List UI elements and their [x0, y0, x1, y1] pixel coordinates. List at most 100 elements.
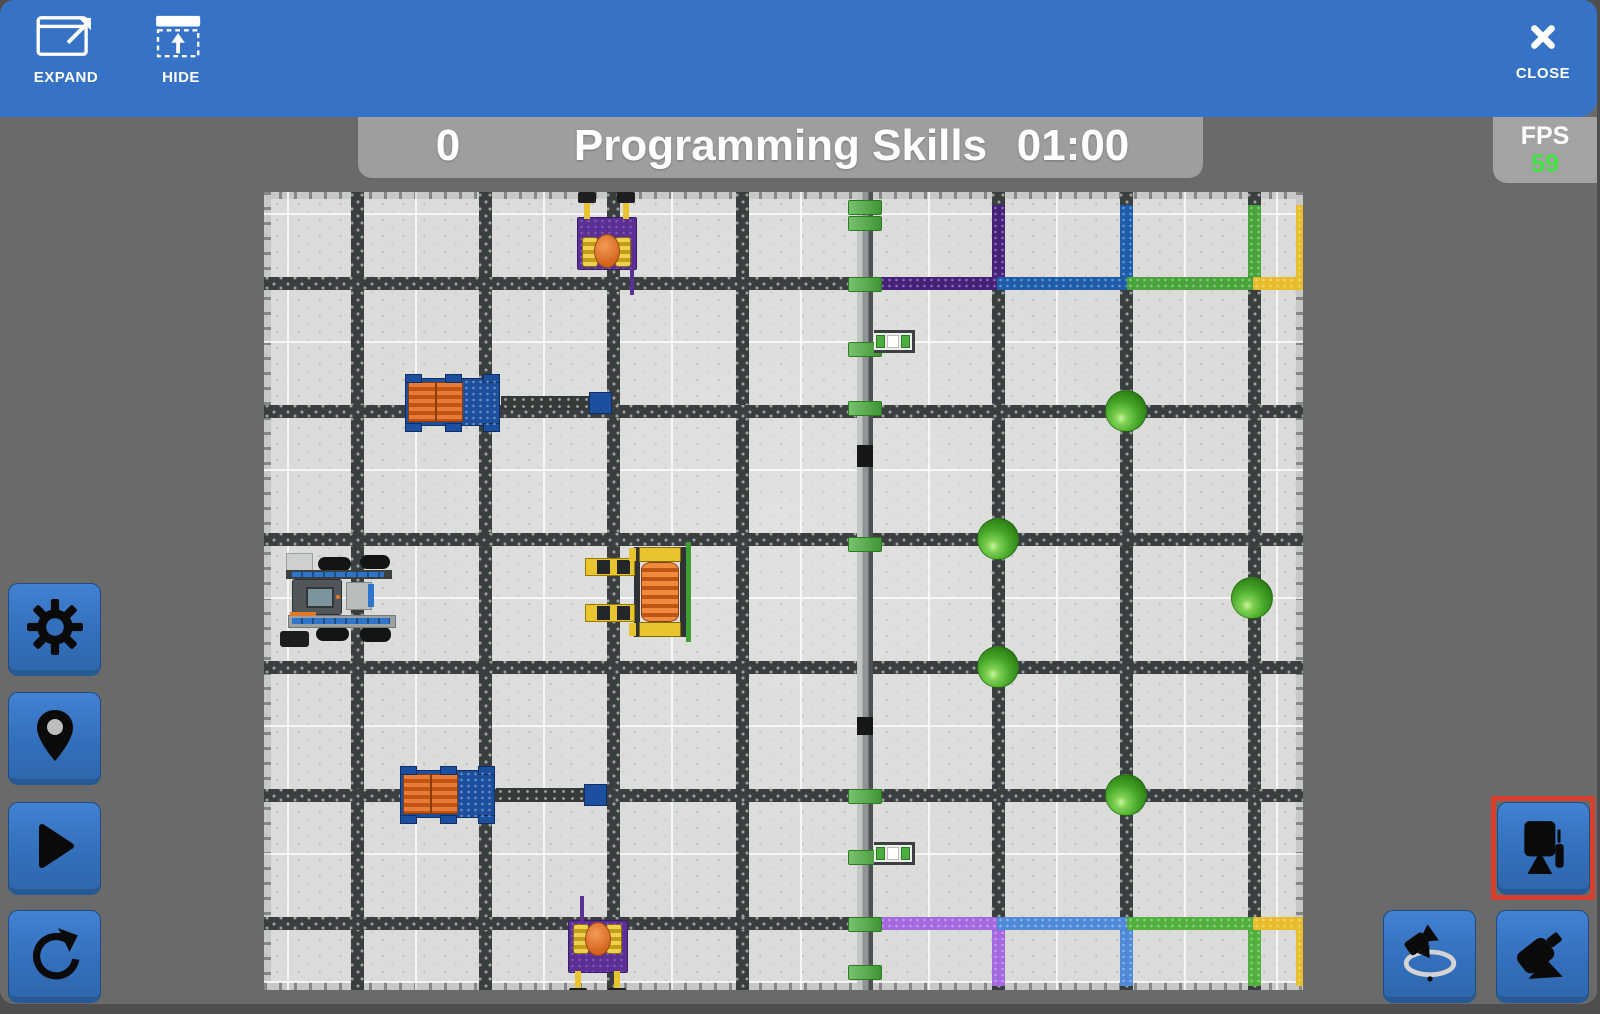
- supply-coil-part: [641, 562, 679, 622]
- expand-button[interactable]: EXPAND: [24, 14, 108, 86]
- supply-coil-part: [639, 622, 681, 637]
- fps-value: 59: [1531, 150, 1559, 178]
- supply-coil-part: [634, 547, 640, 637]
- tile-seam: [287, 192, 289, 990]
- top-camera-button[interactable]: [1497, 802, 1590, 895]
- fence-connector: [848, 216, 882, 231]
- hide-button[interactable]: HIDE: [148, 14, 214, 86]
- supply-coil-part: [617, 606, 630, 620]
- field-wall: [264, 192, 1303, 199]
- supply-coil-part: [617, 560, 630, 574]
- top-bar: EXPAND HIDE: [0, 0, 1597, 117]
- colored-line: [992, 205, 1005, 277]
- play-icon: [27, 818, 83, 874]
- score-value: 0: [435, 121, 461, 170]
- colored-line-studs: [1127, 917, 1253, 930]
- side-camera-button[interactable]: [1496, 910, 1589, 1003]
- game-ball: [1105, 390, 1147, 432]
- hide-icon: [150, 14, 212, 63]
- fence-connector: [848, 401, 882, 416]
- dispenser-station-part: [585, 922, 611, 956]
- supply-coil-part: [629, 548, 636, 561]
- tile-seam: [543, 192, 545, 990]
- colored-line: [1248, 930, 1261, 986]
- orbit-camera-button[interactable]: [1383, 910, 1476, 1003]
- field-beam-vertical: [479, 192, 492, 990]
- robot-part: [290, 612, 316, 616]
- colored-line-studs: [1296, 917, 1303, 986]
- settings-button[interactable]: [8, 583, 101, 676]
- dispenser-station-part: [569, 988, 587, 990]
- roller-goal-part: [463, 379, 499, 425]
- field-sheen: [264, 192, 1303, 990]
- reset-icon: [26, 925, 84, 983]
- roller-goal-part: [483, 374, 500, 383]
- colored-line-studs: [997, 277, 1127, 290]
- side-camera-icon: [1514, 925, 1572, 983]
- colored-line-studs: [1248, 205, 1261, 277]
- supply-coil-part: [680, 547, 686, 637]
- robot-part: [292, 618, 390, 624]
- colored-line-studs: [997, 917, 1127, 930]
- roller-goal-part: [501, 396, 594, 410]
- colored-line: [1248, 205, 1261, 277]
- fence-feeder-part: [876, 335, 885, 348]
- expand-label: EXPAND: [33, 69, 99, 86]
- dispenser-station-part: [617, 192, 635, 203]
- colored-line: [1120, 930, 1133, 986]
- roller-goal-part: [400, 815, 417, 824]
- supply-coil-part: [686, 542, 691, 642]
- colored-line: [1127, 917, 1253, 930]
- close-button[interactable]: CLOSE: [1501, 18, 1585, 82]
- robot-part: [316, 627, 349, 641]
- fence-feeder-part: [887, 335, 899, 348]
- dispenser-station-part: [594, 234, 620, 268]
- colored-line: [872, 917, 997, 930]
- colored-line-studs: [992, 205, 1005, 277]
- roller-goal-part: [435, 382, 437, 422]
- colored-line: [992, 930, 1005, 986]
- field-view[interactable]: [264, 192, 1303, 990]
- colored-line-studs: [1120, 205, 1133, 277]
- colored-line-studs: [872, 277, 997, 290]
- play-button[interactable]: [8, 802, 101, 895]
- colored-line-studs: [992, 930, 1005, 986]
- dispenser-station-part: [578, 192, 596, 203]
- colored-line-studs: [1248, 930, 1261, 986]
- roller-goal-part: [458, 771, 494, 817]
- fence-connector: [848, 277, 882, 292]
- robot-part: [368, 584, 374, 607]
- tile-seam: [1056, 192, 1058, 990]
- expand-icon: [35, 14, 97, 63]
- fence-connector: [848, 917, 882, 932]
- roller-goal-part: [440, 815, 457, 824]
- field-wall: [264, 982, 1303, 990]
- roller-goal-part: [445, 374, 462, 383]
- reset-button[interactable]: [8, 910, 101, 1003]
- tile-seam: [415, 192, 417, 990]
- game-ball: [1231, 577, 1273, 619]
- field-beam-vertical: [1120, 192, 1133, 990]
- dispenser-station: [577, 192, 637, 295]
- robot-part: [360, 555, 390, 569]
- roller-goal-part: [405, 374, 422, 383]
- roller-goal-part: [400, 766, 417, 775]
- colored-line: [997, 917, 1127, 930]
- field-beam-horizontal: [264, 661, 1303, 674]
- roller-goal-part: [589, 392, 612, 414]
- tile-seam: [928, 192, 930, 990]
- field-beam-vertical: [736, 192, 749, 990]
- dispenser-station-part: [623, 199, 629, 219]
- fence-connector: [848, 537, 882, 552]
- field-wall: [1296, 192, 1303, 990]
- colored-line-studs: [1253, 917, 1303, 930]
- fence-connector: [848, 342, 882, 357]
- supply-coil: [585, 542, 692, 642]
- dispenser-station-part: [575, 971, 581, 990]
- position-button[interactable]: [8, 692, 101, 785]
- fps-panel: FPS 59: [1493, 117, 1597, 183]
- close-label: CLOSE: [1515, 65, 1571, 82]
- colored-line: [1253, 277, 1303, 290]
- colored-line: [1296, 917, 1303, 986]
- fence-connector: [848, 200, 882, 215]
